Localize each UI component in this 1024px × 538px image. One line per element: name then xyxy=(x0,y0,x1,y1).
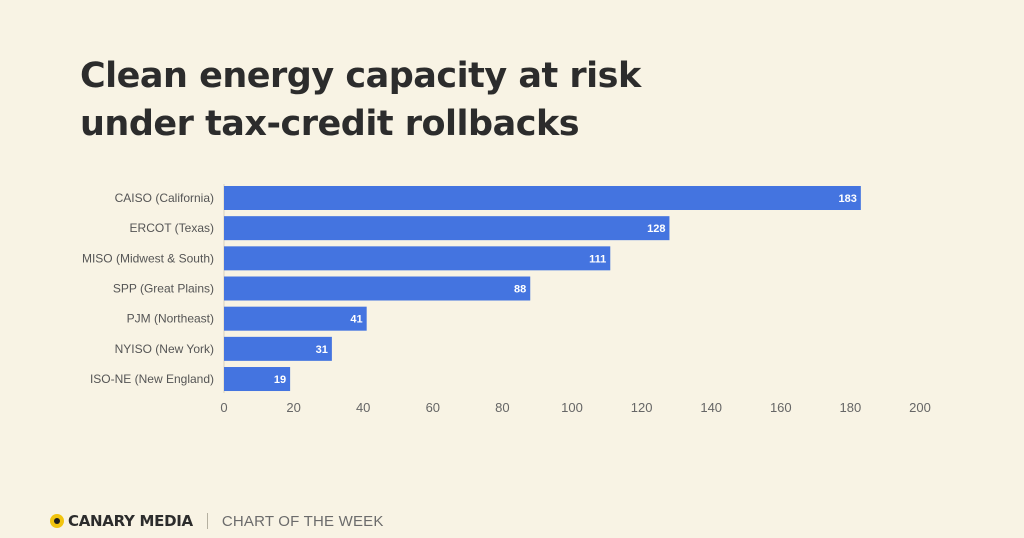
bar-value-label: 88 xyxy=(514,284,526,296)
x-tick-label: 100 xyxy=(561,400,583,415)
category-label: ISO-NE (New England) xyxy=(90,372,214,386)
brand-name: CANARY MEDIA xyxy=(68,512,193,530)
bar-value-label: 111 xyxy=(589,253,606,265)
footer-tagline: CHART OF THE WEEK xyxy=(221,512,384,530)
category-label: ERCOT (Texas) xyxy=(130,221,214,235)
bar-value-label: 19 xyxy=(274,374,286,386)
category-label: SPP (Great Plains) xyxy=(113,282,214,296)
bar xyxy=(224,336,332,361)
bar-value-label: 41 xyxy=(350,314,362,326)
x-tick-label: 0 xyxy=(220,400,227,415)
bar-value-label: 31 xyxy=(316,344,328,356)
chart-title-line-1: Clean energy capacity at risk xyxy=(80,56,641,96)
bar xyxy=(224,216,670,241)
bar xyxy=(224,276,531,301)
x-tick-label: 40 xyxy=(356,400,370,415)
bar xyxy=(224,246,611,271)
footer: CANARY MEDIA CHART OF THE WEEK xyxy=(50,508,384,534)
category-label: PJM (Northeast) xyxy=(127,312,214,326)
category-label: MISO (Midwest & South) xyxy=(82,251,214,265)
x-tick-label: 20 xyxy=(286,400,300,415)
category-label: NYISO (New York) xyxy=(115,342,214,356)
category-label: CAISO (California) xyxy=(115,191,214,205)
chart-title-line-2: under tax-credit rollbacks xyxy=(80,104,580,144)
x-tick-label: 160 xyxy=(770,400,792,415)
chart-title: Clean energy capacity at risk under tax-… xyxy=(80,52,641,148)
bar-value-label: 183 xyxy=(838,193,856,205)
x-tick-label: 200 xyxy=(909,400,931,415)
footer-divider xyxy=(206,513,208,529)
bar xyxy=(224,306,367,331)
bar xyxy=(224,367,291,392)
x-tick-label: 120 xyxy=(631,400,653,415)
bar-value-label: 128 xyxy=(647,223,665,235)
x-tick-label: 140 xyxy=(700,400,722,415)
x-tick-label: 180 xyxy=(840,400,862,415)
x-tick-label: 80 xyxy=(495,400,509,415)
x-tick-label: 60 xyxy=(426,400,440,415)
bar xyxy=(224,186,861,210)
canary-dot-icon xyxy=(50,514,64,528)
